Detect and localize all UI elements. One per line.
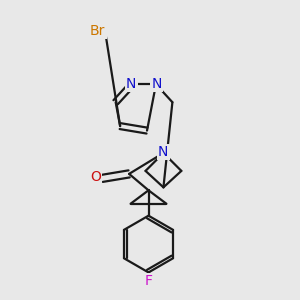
Text: N: N xyxy=(158,145,168,159)
Text: N: N xyxy=(152,77,162,91)
Text: F: F xyxy=(145,274,152,288)
Text: N: N xyxy=(126,77,136,91)
Text: Br: Br xyxy=(90,24,105,38)
Text: O: O xyxy=(90,170,101,184)
